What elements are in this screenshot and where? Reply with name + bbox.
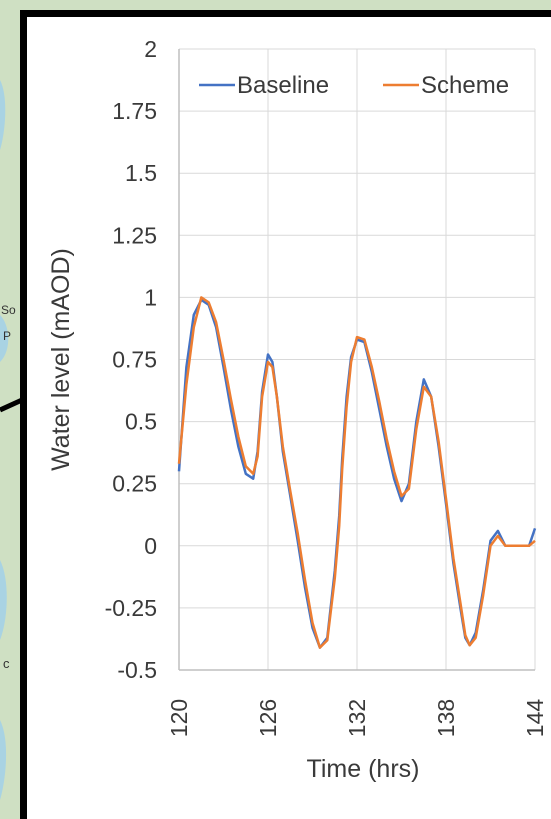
x-tick-label: 126	[255, 699, 281, 737]
x-tick-labels: 120 126 132 138 144	[166, 699, 548, 738]
y-tick-label: 0.75	[112, 347, 157, 373]
callout-line	[0, 397, 24, 413]
y-tick-label: 2	[144, 36, 157, 62]
x-tick-label: 132	[344, 699, 370, 737]
series-line-scheme	[177, 296, 536, 649]
y-tick-label: 1.75	[112, 98, 157, 124]
y-axis-title: Water level (mAOD)	[47, 248, 75, 471]
legend-label-baseline: Baseline	[237, 72, 329, 99]
y-tick-label: 0.5	[125, 409, 157, 435]
series-lines	[177, 296, 537, 649]
map-water-area	[0, 560, 7, 640]
gridlines	[178, 48, 536, 671]
x-tick-label: 144	[522, 699, 548, 738]
map-label: c	[3, 656, 10, 671]
map-water-area	[0, 315, 9, 362]
y-tick-label: 0.25	[112, 471, 157, 497]
map-label: So	[1, 303, 16, 317]
map-label: P	[3, 329, 11, 343]
x-axis-title: Time (hrs)	[307, 755, 420, 783]
legend: Baseline Scheme	[199, 72, 509, 99]
axes	[178, 49, 535, 671]
y-tick-label: -0.25	[105, 595, 157, 621]
x-tick-label: 138	[433, 699, 459, 737]
legend-label-scheme: Scheme	[421, 72, 509, 99]
y-tick-label: 1.5	[125, 160, 157, 186]
map-water-area	[0, 80, 6, 150]
map-water-area	[0, 720, 7, 800]
y-tick-label: 1.25	[112, 222, 157, 248]
y-tick-label: 1	[144, 284, 157, 310]
chart-panel: -0.5 -0.25 0 0.25 0.5 0.75 1 1.25 1.5 1.75 2 120 12…	[20, 10, 551, 819]
y-tick-labels: -0.5 -0.25 0 0.25 0.5 0.75 1 1.25 1.5 1.75 2	[105, 36, 157, 683]
x-tick-label: 120	[166, 699, 192, 737]
y-tick-label: -0.5	[117, 657, 157, 683]
y-tick-label: 0	[144, 533, 157, 559]
